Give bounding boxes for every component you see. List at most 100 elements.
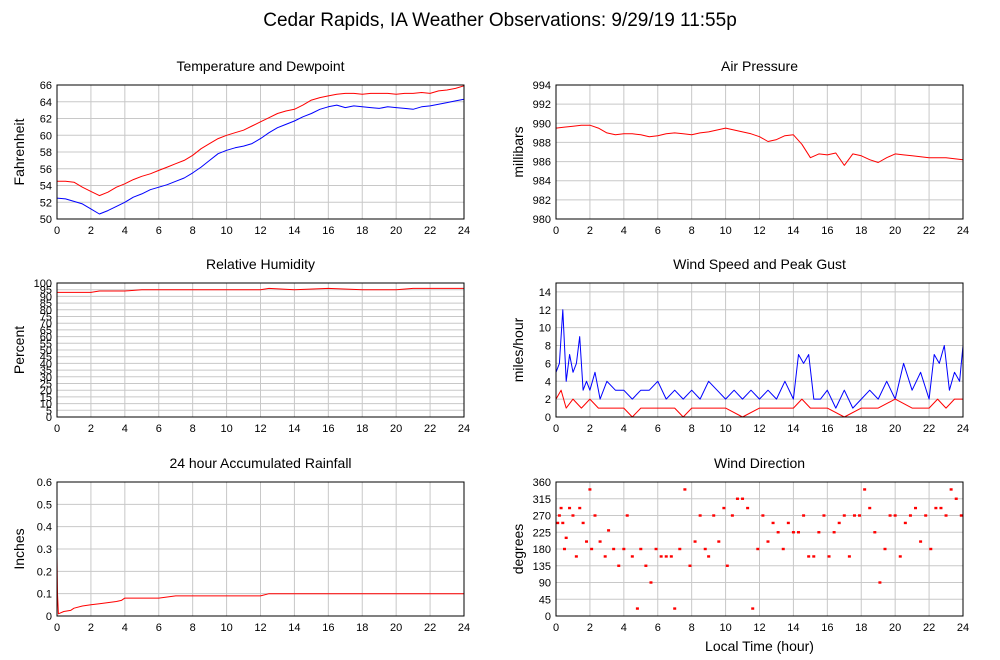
y-axis-label: Percent: [11, 326, 27, 374]
data-point: [562, 547, 566, 551]
y-tick-label: 0: [545, 611, 551, 623]
x-tick-label: 4: [122, 423, 128, 435]
data-point: [842, 514, 846, 517]
data-point: [893, 514, 897, 517]
x-tick-label: 10: [719, 225, 731, 237]
y-tick-label: 10: [539, 323, 551, 335]
data-point: [557, 514, 561, 517]
data-point: [959, 514, 963, 517]
chart-title: Temperature and Dewpoint: [176, 58, 344, 74]
x-tick-label: 22: [923, 622, 935, 634]
data-point: [571, 514, 575, 517]
x-tick-label: 24: [957, 225, 969, 237]
data-point: [827, 555, 831, 558]
y-tick-label: 0.5: [37, 499, 52, 511]
y-tick-label: 70: [40, 318, 52, 330]
x-tick-label: 20: [390, 423, 402, 435]
data-point: [639, 547, 643, 551]
series-line-0: [555, 309, 964, 409]
x-tick-label: 4: [621, 225, 627, 237]
x-tick-label: 14: [787, 225, 799, 237]
y-tick-label: 982: [533, 195, 551, 207]
x-tick-label: 6: [655, 622, 661, 634]
y-tick-label: 75: [40, 312, 52, 324]
y-tick-label: 6: [545, 358, 551, 370]
data-point: [934, 506, 938, 510]
x-tick-label: 6: [156, 622, 162, 634]
x-tick-label: 8: [190, 423, 196, 435]
x-tick-label: 10: [220, 423, 232, 435]
chart-title: Wind Speed and Peak Gust: [673, 256, 846, 272]
x-tick-label: 0: [54, 225, 60, 237]
y-tick-label: 14: [539, 287, 551, 299]
x-tick-label: 14: [787, 622, 799, 634]
data-point: [741, 497, 745, 500]
y-tick-label: 35: [40, 365, 52, 377]
x-tick-label: 24: [957, 423, 969, 435]
y-tick-label: 8: [545, 341, 551, 353]
x-tick-label: 8: [190, 622, 196, 634]
data-point: [837, 521, 841, 525]
x-tick-label: 18: [356, 423, 368, 435]
x-tick-label: 18: [855, 622, 867, 634]
y-tick-label: 20: [40, 385, 52, 397]
data-point: [914, 506, 918, 510]
series-line-0: [57, 287, 464, 293]
data-point: [797, 531, 801, 534]
data-point: [649, 581, 653, 584]
y-axis-label: miles/hour: [510, 317, 526, 382]
data-point: [817, 531, 821, 534]
data-point: [730, 514, 734, 517]
y-axis-label: millibars: [510, 126, 526, 177]
x-tick-label: 18: [855, 225, 867, 237]
y-tick-label: 66: [40, 80, 52, 92]
y-tick-label: 4: [545, 376, 551, 388]
data-point: [635, 607, 639, 610]
y-tick-label: 992: [533, 99, 551, 111]
data-point: [561, 521, 565, 525]
data-point: [722, 506, 726, 510]
y-tick-label: 986: [533, 157, 551, 169]
y-tick-label: 90: [40, 291, 52, 303]
plot-frame: [555, 84, 964, 220]
x-tick-label: 14: [288, 622, 300, 634]
y-tick-label: 54: [40, 181, 52, 193]
y-tick-label: 0: [545, 412, 551, 424]
y-tick-label: 52: [40, 197, 52, 209]
chart-title: Relative Humidity: [206, 256, 315, 272]
data-point: [707, 555, 711, 558]
x-tick-label: 8: [689, 225, 695, 237]
y-tick-label: 15: [40, 392, 52, 404]
y-tick-label: 984: [533, 176, 551, 188]
y-tick-label: 5: [46, 405, 52, 417]
data-point: [786, 521, 790, 525]
y-tick-label: 0.6: [37, 477, 52, 489]
y-tick-label: 0: [46, 611, 52, 623]
data-point: [878, 581, 882, 584]
x-tick-label: 2: [88, 622, 94, 634]
y-tick-label: 56: [40, 164, 52, 176]
y-tick-label: 60: [40, 332, 52, 344]
x-tick-label: 18: [356, 225, 368, 237]
x-tick-label: 12: [753, 622, 765, 634]
data-point: [954, 497, 958, 500]
data-point: [644, 564, 648, 567]
x-tick-label: 6: [655, 225, 661, 237]
x-tick-label: 24: [957, 622, 969, 634]
x-tick-label: 2: [88, 225, 94, 237]
data-point: [556, 521, 560, 525]
y-tick-label: 988: [533, 137, 551, 149]
data-point: [622, 547, 626, 551]
data-point: [903, 521, 907, 525]
y-tick-label: 85: [40, 298, 52, 310]
data-point: [673, 607, 677, 610]
data-point: [898, 555, 902, 558]
y-tick-label: 45: [539, 594, 551, 606]
plot-frame: [56, 481, 465, 617]
data-point: [725, 564, 729, 567]
y-tick-label: 90: [539, 578, 551, 590]
y-tick-label: 0.1: [37, 589, 52, 601]
x-tick-label: 12: [254, 225, 266, 237]
data-point: [612, 547, 616, 551]
